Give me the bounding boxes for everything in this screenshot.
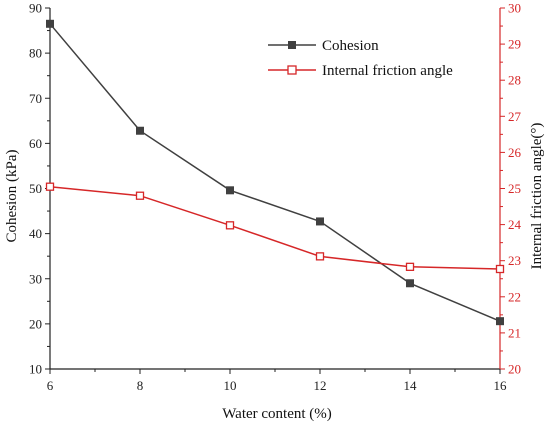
legend: Cohesion Internal friction angle — [268, 38, 453, 79]
cohesion-data-point — [46, 19, 54, 28]
y2-axis-title: Internal friction angle(°) — [529, 123, 545, 270]
legend-friction-label: Internal friction angle — [322, 63, 453, 79]
legend-friction-marker — [287, 65, 297, 75]
y2-tick-label: 25 — [508, 181, 521, 196]
y2-tick-label: 24 — [508, 217, 522, 232]
y2-tick-label: 20 — [508, 362, 521, 377]
y2-tick-label: 21 — [508, 325, 521, 340]
x-tick-label: 10 — [224, 378, 237, 393]
y-tick-label: 30 — [29, 271, 42, 286]
y2-tick-label: 26 — [508, 145, 522, 160]
y-tick-label: 50 — [29, 181, 42, 196]
legend-cohesion-marker — [288, 41, 296, 49]
x-tick-label: 16 — [494, 378, 508, 393]
y-tick-label: 60 — [29, 136, 42, 151]
series-layer — [45, 19, 505, 326]
friction-data-point — [225, 221, 235, 230]
friction-data-point — [135, 191, 145, 200]
friction-data-point — [405, 262, 415, 271]
friction-series-line — [49, 185, 501, 270]
cohesion-data-point — [496, 317, 504, 326]
y2-tick-label: 30 — [508, 1, 521, 16]
x-tick-label: 12 — [314, 378, 327, 393]
friction-data-point — [45, 182, 55, 191]
x-tick-label: 8 — [137, 378, 144, 393]
y2-tick-label: 29 — [508, 37, 521, 52]
friction-data-point — [495, 264, 505, 274]
y-axis-title: Cohesion (kPa) — [4, 150, 20, 243]
cohesion-data-point — [316, 217, 324, 226]
cohesion-data-point — [406, 279, 414, 288]
cohesion-data-point — [226, 186, 234, 195]
friction-data-point — [315, 252, 325, 261]
y-tick-label: 20 — [29, 316, 42, 331]
x-axis-title: Water content (%) — [222, 406, 332, 422]
y2-tick-label: 27 — [508, 109, 522, 124]
x-tick-label: 14 — [404, 378, 418, 393]
legend-cohesion-label: Cohesion — [322, 38, 379, 54]
cohesion-series-line — [49, 23, 501, 322]
axes-layer: 10 20 30 40 50 60 70 80 90 20 21 22 23 24 25 26 27 28 29 30… — [29, 1, 522, 394]
y-tick-label: 40 — [29, 226, 42, 241]
y-tick-label: 70 — [29, 91, 42, 106]
y-tick-label: 10 — [29, 362, 42, 377]
y-tick-label: 90 — [29, 1, 42, 16]
y2-tick-label: 23 — [508, 253, 521, 268]
y2-tick-label: 28 — [508, 73, 521, 88]
cohesion-data-point — [136, 126, 144, 135]
y-tick-label: 80 — [29, 46, 42, 61]
y2-tick-label: 22 — [508, 289, 521, 304]
x-tick-label: 6 — [47, 378, 54, 393]
